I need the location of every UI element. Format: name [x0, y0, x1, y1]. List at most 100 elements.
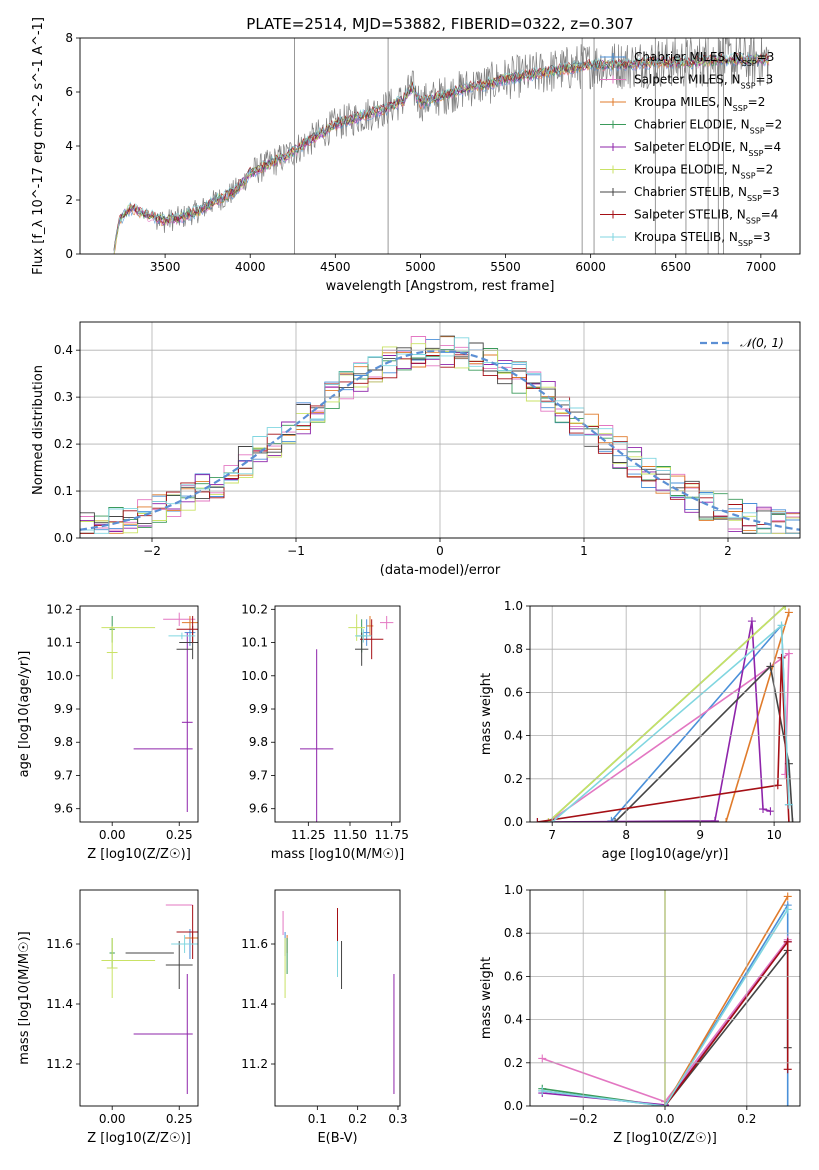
chart-spectrum: 3500 4000 4500 5000 5500 6000 6500 7000 0 2 4 6 8 wav…: [31, 17, 801, 294]
y-tick-label: 9.6: [54, 802, 73, 816]
y-tick-label: 10.0: [241, 669, 268, 683]
x-tick-label: 7000: [746, 260, 777, 274]
x-tick-label: 0.0: [655, 1112, 674, 1126]
errorbar-chabrier-miles: [363, 619, 370, 646]
plot-area: [101, 612, 198, 813]
errorbar-salpeter-miles: [163, 612, 196, 626]
axes-frame: [529, 605, 801, 823]
x-axis-label: Z [log10(Z/Z☉)]: [87, 1131, 191, 1146]
y-tick-label: 9.9: [54, 702, 73, 716]
x-axis-label: age [log10(age/yr)]: [602, 847, 729, 862]
chart-residuals: −2 −1 0 1 2 0.0 0.1 0.2 0.3 0.4 (data-model)/error…: [31, 321, 801, 578]
y-tick-label: 0.6: [504, 969, 523, 983]
series-point: [747, 617, 756, 626]
series-point: [781, 606, 790, 610]
series-line: [547, 606, 786, 822]
series-point: [783, 937, 792, 946]
errorbar-kroupa-elodie: [106, 938, 118, 998]
y-tick-label: 9.9: [249, 702, 268, 716]
y-tick-label: 10.2: [241, 602, 268, 616]
series-point: [784, 818, 793, 822]
x-tick-label: 11.50: [333, 828, 367, 842]
y-tick-label: 0.0: [54, 531, 73, 545]
errorbar-salpeter-stelib: [360, 619, 384, 660]
x-tick-label: 11.75: [374, 828, 408, 842]
y-tick-label: 9.7: [54, 768, 73, 782]
x-tick-label: 0.00: [99, 1112, 126, 1126]
y-tick-label: 0.4: [504, 729, 523, 743]
errorbar-salpeter-miles: [380, 615, 394, 630]
y-tick-label: 10.1: [241, 636, 268, 650]
y-tick-label: 11.6: [46, 937, 73, 951]
y-tick-label: 11.4: [46, 997, 73, 1011]
series-line: [664, 939, 789, 1106]
x-tick-label: 10: [766, 828, 781, 842]
y-tick-label: 11.2: [241, 1057, 268, 1071]
y-axis-label: Flux [f_λ 10^-17 erg cm^-2 s^-1 A^-1]: [31, 17, 46, 275]
y-tick-label: 11.6: [241, 937, 268, 951]
y-tick-label: 11.4: [241, 997, 268, 1011]
y-tick-label: 9.8: [249, 735, 268, 749]
series-point: [784, 608, 793, 617]
series-point: [777, 621, 786, 630]
axes-frame: [274, 889, 401, 1107]
y-axis-label: mass weight: [479, 957, 494, 1039]
series-point: [611, 818, 620, 822]
legend-label: Chabrier MILES, NSSP=3: [634, 50, 774, 68]
y-tick-label: 0.2: [504, 772, 523, 786]
y-tick-label: 0.0: [504, 815, 523, 829]
chart-age-vs-z: 0.00 0.25 9.6 9.7 9.8 9.9 10.0 10.1 10.2 Z [log10…: [17, 602, 199, 862]
plot-area: [533, 606, 797, 822]
x-tick-label: 0.2: [348, 1112, 367, 1126]
legend-label: Salpeter MILES, NSSP=3: [634, 73, 773, 91]
x-tick-label: 0.25: [166, 828, 193, 842]
y-tick-label: 10.2: [46, 602, 73, 616]
legend-label: Kroupa ELODIE, NSSP=2: [634, 163, 773, 181]
x-tick-label: 0.2: [737, 1112, 756, 1126]
series-kroupa-miles: [661, 892, 792, 1106]
series-point: [533, 818, 542, 822]
x-axis-label: wavelength [Angstrom, rest frame]: [326, 279, 555, 294]
axes-frame: [274, 605, 401, 823]
y-axis-label: Normed distribution: [31, 365, 46, 495]
series-point: [777, 653, 786, 662]
x-tick-label: 11.25: [291, 828, 325, 842]
errorbar-salpeter-elodie: [181, 632, 193, 813]
legend-label: Salpeter STELIB, NSSP=4: [634, 208, 778, 226]
x-tick-label: 7: [548, 828, 556, 842]
series-point: [544, 818, 553, 822]
x-tick-label: −2: [143, 544, 161, 558]
series-chabrier-stelib: [611, 662, 797, 822]
y-tick-label: 10.1: [46, 636, 73, 650]
y-axis-label: age [log10(age/yr)]: [17, 651, 32, 778]
figure-title: PLATE=2514, MJD=53882, FIBERID=0322, z=0…: [246, 15, 633, 33]
legend-label: 𝒩(0, 1): [740, 336, 784, 350]
errorbar-kroupa-elodie: [348, 614, 365, 641]
x-tick-label: 4000: [235, 260, 266, 274]
x-tick-label: 1: [580, 544, 588, 558]
chart-weight-vs-z: −0.2 0.0 0.2 0.0 0.2 0.4 0.6 0.8 1.0 Z [log10(Z/Z…: [479, 883, 801, 1146]
series-point: [783, 1065, 792, 1074]
y-tick-label: 0.8: [504, 642, 523, 656]
y-tick-label: 0.6: [504, 685, 523, 699]
series-point: [766, 807, 775, 816]
y-tick-label: 10.0: [46, 669, 73, 683]
x-tick-label: 0.3: [388, 1112, 407, 1126]
series-point: [538, 1054, 547, 1063]
x-tick-label: 6500: [660, 260, 691, 274]
observed-spectrum: [113, 38, 770, 251]
errorbar-chabrier-stelib: [165, 941, 193, 989]
chart-mass-vs-ebv: 0.1 0.2 0.3 11.2 11.4 11.6 E(B-V): [241, 889, 408, 1146]
errorbar-chabrier-stelib: [355, 632, 369, 666]
model-kroupa-stelib: [113, 52, 770, 254]
legend-label: Salpeter ELODIE, NSSP=4: [634, 140, 781, 158]
x-axis-label: E(B-V): [317, 1131, 357, 1146]
y-tick-label: 0.1: [54, 484, 73, 498]
plot-area: [300, 614, 394, 822]
plots-layer: 3500 4000 4500 5000 5500 6000 6500 7000 0 2 4 6 8 wav…: [17, 17, 801, 1146]
series-point: [783, 892, 792, 901]
errorbar-kroupa-miles: [181, 615, 198, 630]
y-tick-label: 0.2: [504, 1056, 523, 1070]
y-tick-label: 2: [65, 193, 73, 207]
